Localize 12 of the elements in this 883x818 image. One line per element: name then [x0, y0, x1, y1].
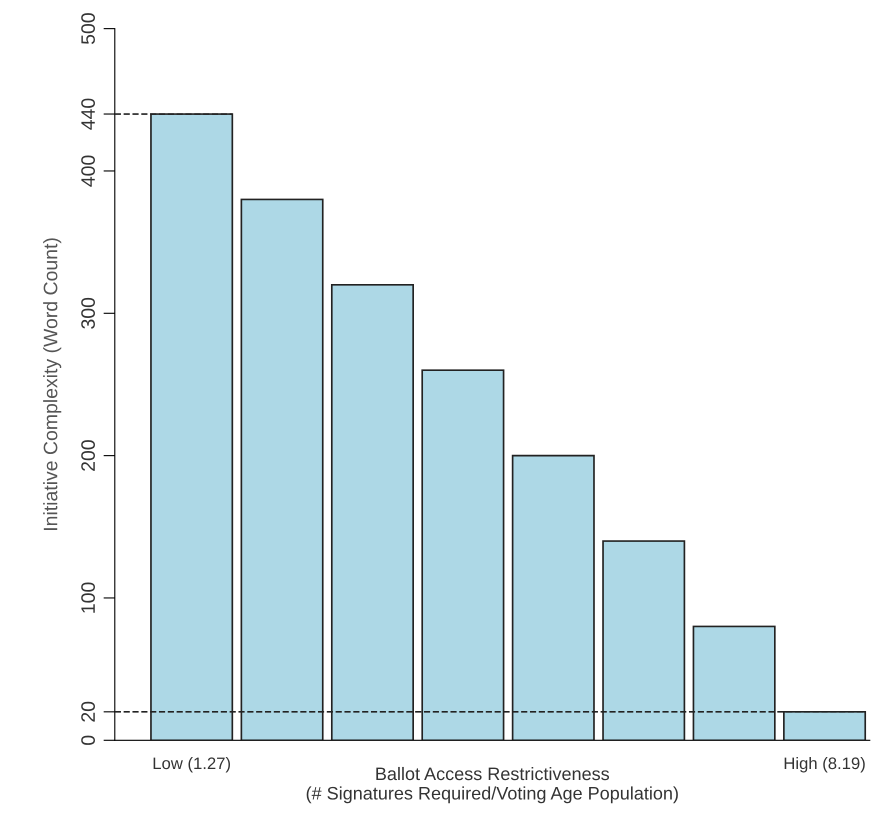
- y-tick-label: 20: [81, 702, 95, 722]
- y-tick-label: 400: [81, 156, 95, 187]
- y-tick-label: 300: [81, 298, 95, 329]
- y-tick-label: 0: [81, 736, 95, 745]
- x-axis-title: Ballot Access Restrictiveness (# Signatures Required/Voting Age Population): [306, 766, 678, 804]
- x-tick-label: Low (1.27): [154, 756, 230, 772]
- y-tick-label: 500: [81, 13, 95, 44]
- y-axis-title: Initiative Complexity (Word Count): [43, 238, 62, 530]
- y-tick-label: 100: [81, 582, 95, 613]
- y-tick-label: 440: [81, 98, 95, 130]
- y-tick-label: 200: [81, 440, 95, 471]
- x-tick-label: High (8.19): [784, 756, 865, 772]
